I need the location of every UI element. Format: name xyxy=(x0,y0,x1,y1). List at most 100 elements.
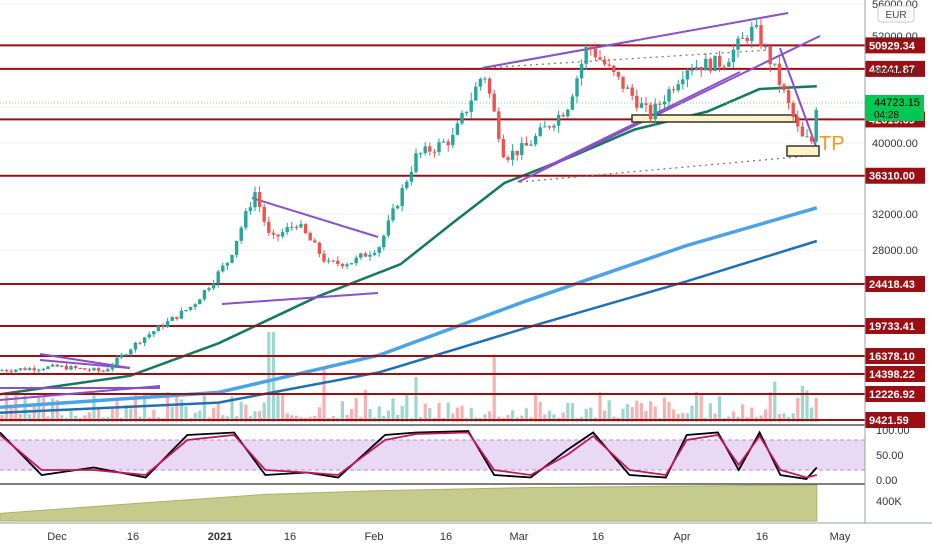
volume-bar xyxy=(405,394,409,422)
candle-body xyxy=(359,253,363,258)
level-label: 16378.10 xyxy=(869,351,915,363)
volume-bar xyxy=(782,413,786,422)
volume-bar xyxy=(129,408,133,422)
volume-bar xyxy=(276,391,280,422)
ema-line-ema_fast xyxy=(0,85,817,396)
price-tick-label: 52000.00 xyxy=(872,31,918,43)
live-price-tag xyxy=(865,95,924,121)
candle-body xyxy=(602,59,607,65)
live-price-countdown: 04:28 xyxy=(874,110,899,121)
level-tag xyxy=(865,347,925,364)
candle-body xyxy=(313,240,317,243)
volume-bar xyxy=(814,397,818,422)
volume-bar xyxy=(570,403,574,422)
volume-bar xyxy=(552,414,556,422)
candle-body xyxy=(14,369,18,372)
volume-bar xyxy=(630,407,634,422)
volume-bar xyxy=(524,408,528,422)
candle-body xyxy=(497,111,501,139)
candle-body xyxy=(648,104,653,120)
candle-body xyxy=(179,310,184,319)
volume-bar xyxy=(152,409,156,422)
volume-bar xyxy=(423,403,427,422)
volume-bar xyxy=(506,414,510,422)
trendline xyxy=(221,292,379,305)
candle-body xyxy=(133,342,138,350)
level-label: 50929.34 xyxy=(869,40,916,52)
volume-bar xyxy=(547,410,551,422)
candle-body xyxy=(552,125,556,128)
candle-body xyxy=(280,232,285,237)
time-tick-label: Feb xyxy=(365,531,384,543)
time-axis[interactable]: Dec 16 2021 16 Feb 16 Mar 16 Apr 16 May xyxy=(0,522,932,543)
volume-bar xyxy=(796,397,800,422)
candle-body xyxy=(773,63,777,65)
obv-tick-label: 400K xyxy=(876,496,902,508)
time-tick-label: 16 xyxy=(756,531,768,543)
candle-body xyxy=(662,101,667,105)
candle-body xyxy=(92,368,96,371)
candle-body xyxy=(317,242,322,254)
candle-body xyxy=(156,325,161,332)
candle-body xyxy=(188,306,193,310)
candle-body xyxy=(152,331,156,335)
candle-body xyxy=(165,320,170,328)
candle-body xyxy=(694,66,699,70)
candle-body xyxy=(809,136,814,142)
volume-bar xyxy=(699,394,703,422)
level-label: 14398.22 xyxy=(869,369,915,381)
volume-bar xyxy=(60,415,64,422)
volume-bar xyxy=(718,396,722,422)
volume-bar xyxy=(520,415,524,422)
candle-body xyxy=(763,46,768,48)
tp-label: TP xyxy=(819,133,845,155)
stoch-d-line xyxy=(0,431,818,479)
volume-bar xyxy=(488,411,492,422)
candle-body xyxy=(414,153,418,172)
level-label: 19733.41 xyxy=(869,321,915,333)
candle-body xyxy=(717,55,722,67)
trendline xyxy=(481,12,789,69)
candle-body xyxy=(506,157,510,160)
volume-bar xyxy=(791,413,795,422)
candle-body xyxy=(331,260,335,262)
candle-body xyxy=(303,224,308,234)
volume-bar xyxy=(731,411,735,422)
candle-body xyxy=(115,357,119,366)
level-label: 9421.59 xyxy=(869,415,909,427)
candle-body xyxy=(101,370,105,372)
candle-body xyxy=(460,112,464,124)
candle-body xyxy=(400,188,404,206)
volume-bar xyxy=(690,405,694,422)
candle-body xyxy=(391,208,395,221)
volume-bar xyxy=(635,400,639,422)
candle-body xyxy=(791,103,795,117)
volume-bar xyxy=(281,394,285,422)
currency-badge-box xyxy=(877,5,915,23)
volume-bar xyxy=(345,414,349,422)
candle-body xyxy=(83,368,87,370)
candle-body xyxy=(299,224,303,228)
volume-bar xyxy=(244,404,248,422)
candle-body xyxy=(510,150,515,160)
candle-body xyxy=(446,141,450,146)
candle-body xyxy=(713,55,717,71)
volume-bar xyxy=(414,377,418,422)
time-tick-label: 16 xyxy=(440,531,452,543)
demand-zone xyxy=(631,114,797,123)
volume-bar xyxy=(32,404,36,422)
candle-body xyxy=(538,127,542,136)
volume-bar xyxy=(377,406,381,422)
volume-bar xyxy=(271,332,275,422)
obv-area xyxy=(0,484,818,522)
candle-body xyxy=(32,368,36,371)
candle-body xyxy=(225,262,230,266)
level-label: 36310.00 xyxy=(869,171,915,183)
candle-body xyxy=(129,349,133,355)
volume-bar xyxy=(428,408,432,422)
candle-body xyxy=(630,87,634,96)
candle-body xyxy=(579,63,584,79)
candle-body xyxy=(308,233,312,241)
price-series xyxy=(0,17,818,374)
